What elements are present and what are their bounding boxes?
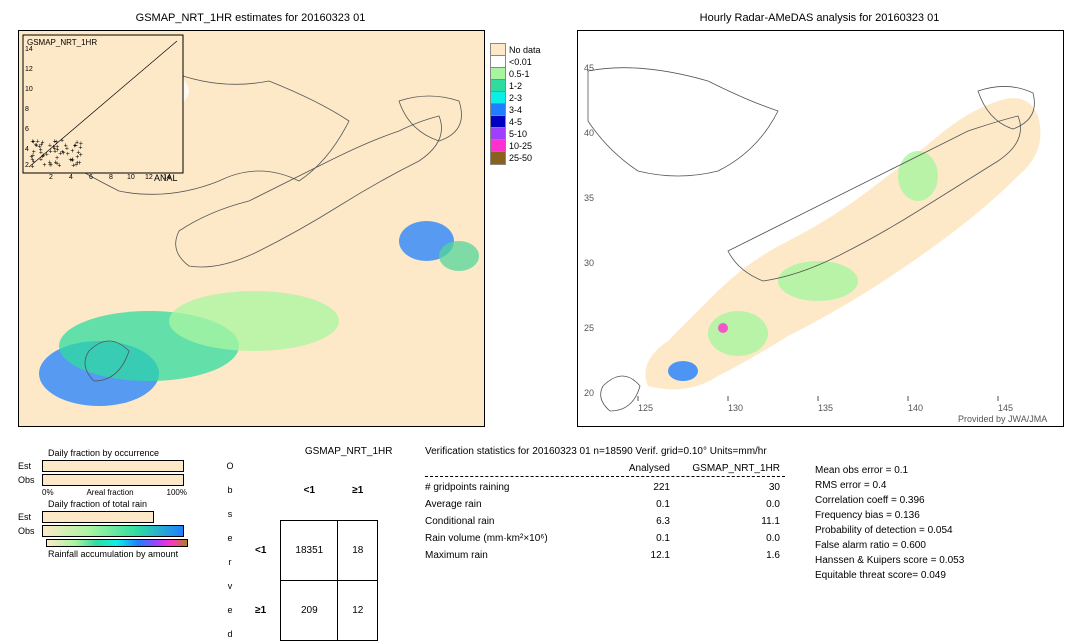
score-row: Frequency bias = 0.136 xyxy=(815,508,964,523)
verif-divider xyxy=(425,476,785,477)
svg-text:135: 135 xyxy=(818,403,833,413)
score-row: Correlation coeff = 0.396 xyxy=(815,493,964,508)
obs-label2: Obs xyxy=(18,526,42,536)
svg-text:6: 6 xyxy=(89,174,93,181)
bar-obs-rain xyxy=(42,525,184,537)
coast2-cont xyxy=(588,68,778,176)
coast2-taiwan xyxy=(601,376,640,411)
contingency-table: <1≥1 <11835118 ≥120912 xyxy=(241,461,378,641)
rainbow-bar xyxy=(46,539,188,547)
occ-title: Daily fraction by occurrence xyxy=(48,448,213,458)
verif-row: Conditional rain6.311.1 xyxy=(425,513,785,530)
axis-100: 100% xyxy=(167,488,187,497)
bar-est-occ xyxy=(42,460,184,472)
svg-text:+: + xyxy=(32,159,36,166)
svg-text:+: + xyxy=(48,142,52,149)
svg-text:14: 14 xyxy=(163,174,171,181)
provided-label: Provided by JWA/JMA xyxy=(958,414,1047,424)
right-map-panel: 125 130 135 140 145 45 40 35 30 25 20 Provided by … xyxy=(577,30,1064,427)
rain-title: Daily fraction of total rain xyxy=(48,499,213,509)
svg-text:130: 130 xyxy=(728,403,743,413)
svg-text:+: + xyxy=(70,148,74,155)
left-map-title: GSMAP_NRT_1HR estimates for 20160323 01 xyxy=(18,12,483,24)
svg-text:125: 125 xyxy=(638,403,653,413)
verif-block: Verification statistics for 20160323 01 … xyxy=(425,446,1065,583)
svg-text:+: + xyxy=(53,146,57,153)
svg-text:2: 2 xyxy=(49,174,53,181)
verif-row: Maximum rain12.11.6 xyxy=(425,547,785,564)
col-analysed: Analysed xyxy=(590,463,670,474)
svg-text:8: 8 xyxy=(25,106,29,113)
cont-header: GSMAP_NRT_1HR xyxy=(249,446,448,457)
fraction-bars: Daily fraction by occurrence Est Obs 0% … xyxy=(18,446,213,561)
svg-text:+: + xyxy=(43,162,47,169)
verif-row: Rain volume (mm·km²×10⁶)0.10.0 xyxy=(425,530,785,547)
svg-text:+: + xyxy=(39,150,43,157)
svg-text:+: + xyxy=(57,163,61,170)
cont-side: O b s e r v e d xyxy=(225,461,235,641)
svg-text:12: 12 xyxy=(145,174,153,181)
svg-text:40: 40 xyxy=(584,128,594,138)
right-map-title: Hourly Radar-AMeDAS analysis for 2016032… xyxy=(577,12,1062,24)
score-row: Equitable threat score= 0.049 xyxy=(815,568,964,583)
svg-text:6: 6 xyxy=(25,126,29,133)
est-label2: Est xyxy=(18,512,42,522)
score-row: False alarm ratio = 0.600 xyxy=(815,538,964,553)
svg-text:12: 12 xyxy=(25,66,33,73)
svg-text:+: + xyxy=(64,143,68,150)
color-legend: No data<0.010.5-11-22-33-44-55-1010-2525… xyxy=(490,44,541,164)
svg-text:+: + xyxy=(78,144,82,151)
verif-row: Average rain0.10.0 xyxy=(425,496,785,513)
accum-title: Rainfall accumulation by amount xyxy=(48,549,213,559)
inset-label: GSMAP_NRT_1HR xyxy=(27,38,97,47)
score-row: Hanssen & Kuipers score = 0.053 xyxy=(815,553,964,568)
obs-label1: Obs xyxy=(18,475,42,485)
left-map-panel: GSMAP_NRT_1HR ANAL 141210 8642 246 81012… xyxy=(18,30,485,427)
svg-text:45: 45 xyxy=(584,63,594,73)
svg-text:20: 20 xyxy=(584,388,594,398)
legend-row: 25-50 xyxy=(490,152,541,164)
right-map-svg: 125 130 135 140 145 45 40 35 30 25 20 Provided by … xyxy=(578,31,1063,426)
svg-text:10: 10 xyxy=(127,174,135,181)
bar-est-rain xyxy=(42,511,154,523)
svg-text:140: 140 xyxy=(908,403,923,413)
svg-text:35: 35 xyxy=(584,193,594,203)
svg-text:+: + xyxy=(32,139,36,146)
svg-text:+: + xyxy=(77,160,81,167)
svg-text:4: 4 xyxy=(69,174,73,181)
verif-title: Verification statistics for 20160323 01 … xyxy=(425,446,1065,457)
axis-0: 0% xyxy=(42,488,54,497)
svg-text:4: 4 xyxy=(25,146,29,153)
score-row: Mean obs error = 0.1 xyxy=(815,463,964,478)
svg-text:8: 8 xyxy=(109,174,113,181)
svg-text:30: 30 xyxy=(584,258,594,268)
bar-obs-occ xyxy=(42,474,184,486)
score-row: RMS error = 0.4 xyxy=(815,478,964,493)
est-label1: Est xyxy=(18,461,42,471)
svg-text:10: 10 xyxy=(25,86,33,93)
col-gsmap: GSMAP_NRT_1HR xyxy=(670,463,780,474)
radar-coverage xyxy=(646,98,1041,389)
svg-text:+: + xyxy=(54,160,58,167)
svg-text:25: 25 xyxy=(584,323,594,333)
axis-mid: Areal fraction xyxy=(86,488,133,497)
svg-text:+: + xyxy=(61,150,65,157)
verif-row: # gridpoints raining22130 xyxy=(425,479,785,496)
svg-text:+: + xyxy=(49,162,53,169)
svg-text:145: 145 xyxy=(998,403,1013,413)
svg-text:+: + xyxy=(39,156,43,163)
score-row: Probability of detection = 0.054 xyxy=(815,523,964,538)
svg-text:+: + xyxy=(71,163,75,170)
svg-text:+: + xyxy=(54,139,58,146)
svg-text:2: 2 xyxy=(25,162,29,169)
left-map-svg: GSMAP_NRT_1HR ANAL 141210 8642 246 81012… xyxy=(19,31,484,426)
svg-text:14: 14 xyxy=(25,46,33,53)
